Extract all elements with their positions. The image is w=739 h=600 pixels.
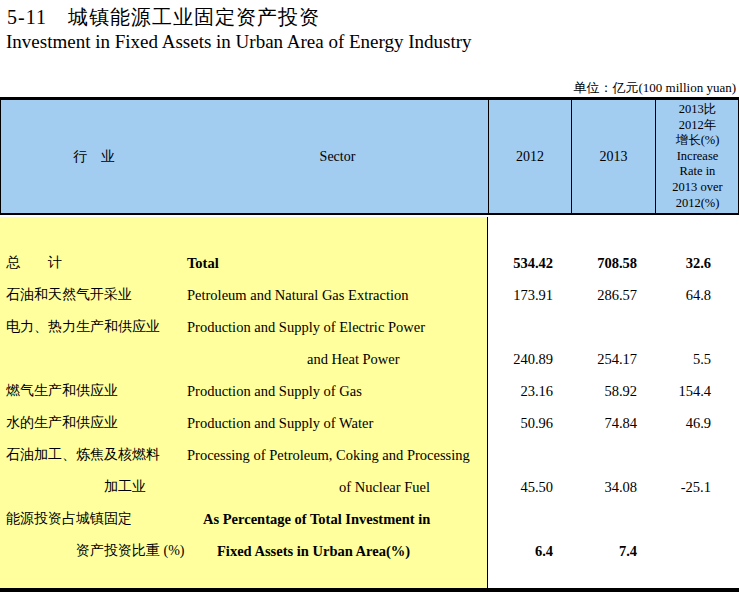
- table-bottom-border: [0, 588, 739, 592]
- header-increase-rate-line: 2013比: [656, 102, 739, 118]
- page: 5-11 城镇能源工业固定资产投资 Investment in Fixed As…: [0, 0, 739, 600]
- header-year-2013: 2013: [572, 149, 655, 165]
- cell-rate: 5.5: [640, 343, 711, 375]
- row-en-label: Processing of Petroleum, Coking and Proc…: [187, 439, 470, 471]
- cell-rate: -25.1: [640, 471, 711, 503]
- header-increase-rate-line: Increase: [656, 149, 739, 165]
- table-row: 加工业 of Nuclear Fuel 45.50 34.08 -25.1: [0, 471, 739, 503]
- cell-2013: 34.08: [565, 471, 637, 503]
- row-cn-label: 电力、热力生产和供应业: [6, 311, 160, 343]
- header-increase-rate: 2013比 2012年 增长(%) Increase Rate in 2013 …: [656, 102, 739, 211]
- row-cn-label: 总 计: [6, 247, 62, 279]
- table-body: 总 计 Total 534.42 708.58 32.6 石油和天然气开采业 P…: [0, 217, 739, 588]
- page-subtitle: Investment in Fixed Assets in Urban Area…: [6, 31, 472, 53]
- row-cn-label: 水的生产和供应业: [6, 407, 118, 439]
- header-divider-1: [488, 100, 489, 213]
- cell-2013: 7.4: [565, 535, 637, 567]
- row-cn-label: 石油和天然气开采业: [6, 279, 132, 311]
- row-cn-label: 加工业: [104, 471, 146, 503]
- header-year-2012: 2012: [489, 149, 571, 165]
- cell-2012: 45.50: [487, 471, 553, 503]
- cell-2012: 50.96: [487, 407, 553, 439]
- header-increase-rate-line: 增长(%): [656, 133, 739, 149]
- cell-rate: 154.4: [640, 375, 711, 407]
- header-industry: 行 业: [1, 148, 187, 166]
- cell-rate: 64.8: [640, 279, 711, 311]
- table-row: 石油和天然气开采业 Petroleum and Natural Gas Extr…: [0, 279, 739, 311]
- cell-2013: 58.92: [565, 375, 637, 407]
- row-en-label: As Percentage of Total Investment in: [203, 503, 430, 535]
- row-en-label: Production and Supply of Electric Power: [187, 311, 425, 343]
- row-cn-label: 能源投资占城镇固定: [6, 503, 132, 535]
- cell-2013: 286.57: [565, 279, 637, 311]
- cell-2012: 173.91: [487, 279, 553, 311]
- header-increase-rate-line: Rate in: [656, 164, 739, 180]
- data-table: 行 业 Sector 2012 2013 2013比 2012年 增长(%) I…: [0, 97, 739, 592]
- table-row: 总 计 Total 534.42 708.58 32.6: [0, 247, 739, 279]
- row-en-label: Production and Supply of Water: [187, 407, 373, 439]
- row-en-label: Fixed Assets in Urban Area(%): [217, 535, 410, 567]
- row-en-label: Petroleum and Natural Gas Extraction: [187, 279, 408, 311]
- table-row: 水的生产和供应业 Production and Supply of Water …: [0, 407, 739, 439]
- header-divider-3: [655, 100, 656, 213]
- row-en-label: Production and Supply of Gas: [187, 375, 362, 407]
- header-increase-rate-line: 2012(%): [656, 196, 739, 212]
- table-row: 资产投资比重 (%) Fixed Assets in Urban Area(%)…: [0, 535, 739, 567]
- unit-note: 单位：亿元(100 million yuan): [574, 79, 737, 97]
- cell-2013: 74.84: [565, 407, 637, 439]
- row-cn-label: 石油加工、炼焦及核燃料: [6, 439, 160, 471]
- row-cn-label: 燃气生产和供应业: [6, 375, 118, 407]
- row-cn-label: 资产投资比重 (%): [76, 535, 185, 567]
- cell-rate: 32.6: [640, 247, 711, 279]
- header-increase-rate-line: 2013 over: [656, 180, 739, 196]
- row-en-label: Total: [187, 247, 219, 279]
- cell-2013: 254.17: [565, 343, 637, 375]
- cell-rate: 46.9: [640, 407, 711, 439]
- header-divider-2: [571, 100, 572, 213]
- cell-2013: 708.58: [565, 247, 637, 279]
- table-row: 石油加工、炼焦及核燃料 Processing of Petroleum, Cok…: [0, 439, 739, 471]
- cell-2012: 240.89: [487, 343, 553, 375]
- cell-2012: 23.16: [487, 375, 553, 407]
- table-row: 电力、热力生产和供应业 Production and Supply of Ele…: [0, 311, 739, 343]
- table-row: and Heat Power 240.89 254.17 5.5: [0, 343, 739, 375]
- header-increase-rate-line: 2012年: [656, 118, 739, 134]
- row-en-label: and Heat Power: [307, 343, 400, 375]
- table-row: 能源投资占城镇固定 As Percentage of Total Investm…: [0, 503, 739, 535]
- cell-2012: 6.4: [487, 535, 553, 567]
- row-en-label: of Nuclear Fuel: [339, 471, 430, 503]
- header-sector: Sector: [187, 149, 488, 165]
- table-header: 行 业 Sector 2012 2013 2013比 2012年 增长(%) I…: [0, 100, 739, 215]
- table-row: 燃气生产和供应业 Production and Supply of Gas 23…: [0, 375, 739, 407]
- cell-2012: 534.42: [487, 247, 553, 279]
- page-title: 5-11 城镇能源工业固定资产投资: [7, 4, 320, 31]
